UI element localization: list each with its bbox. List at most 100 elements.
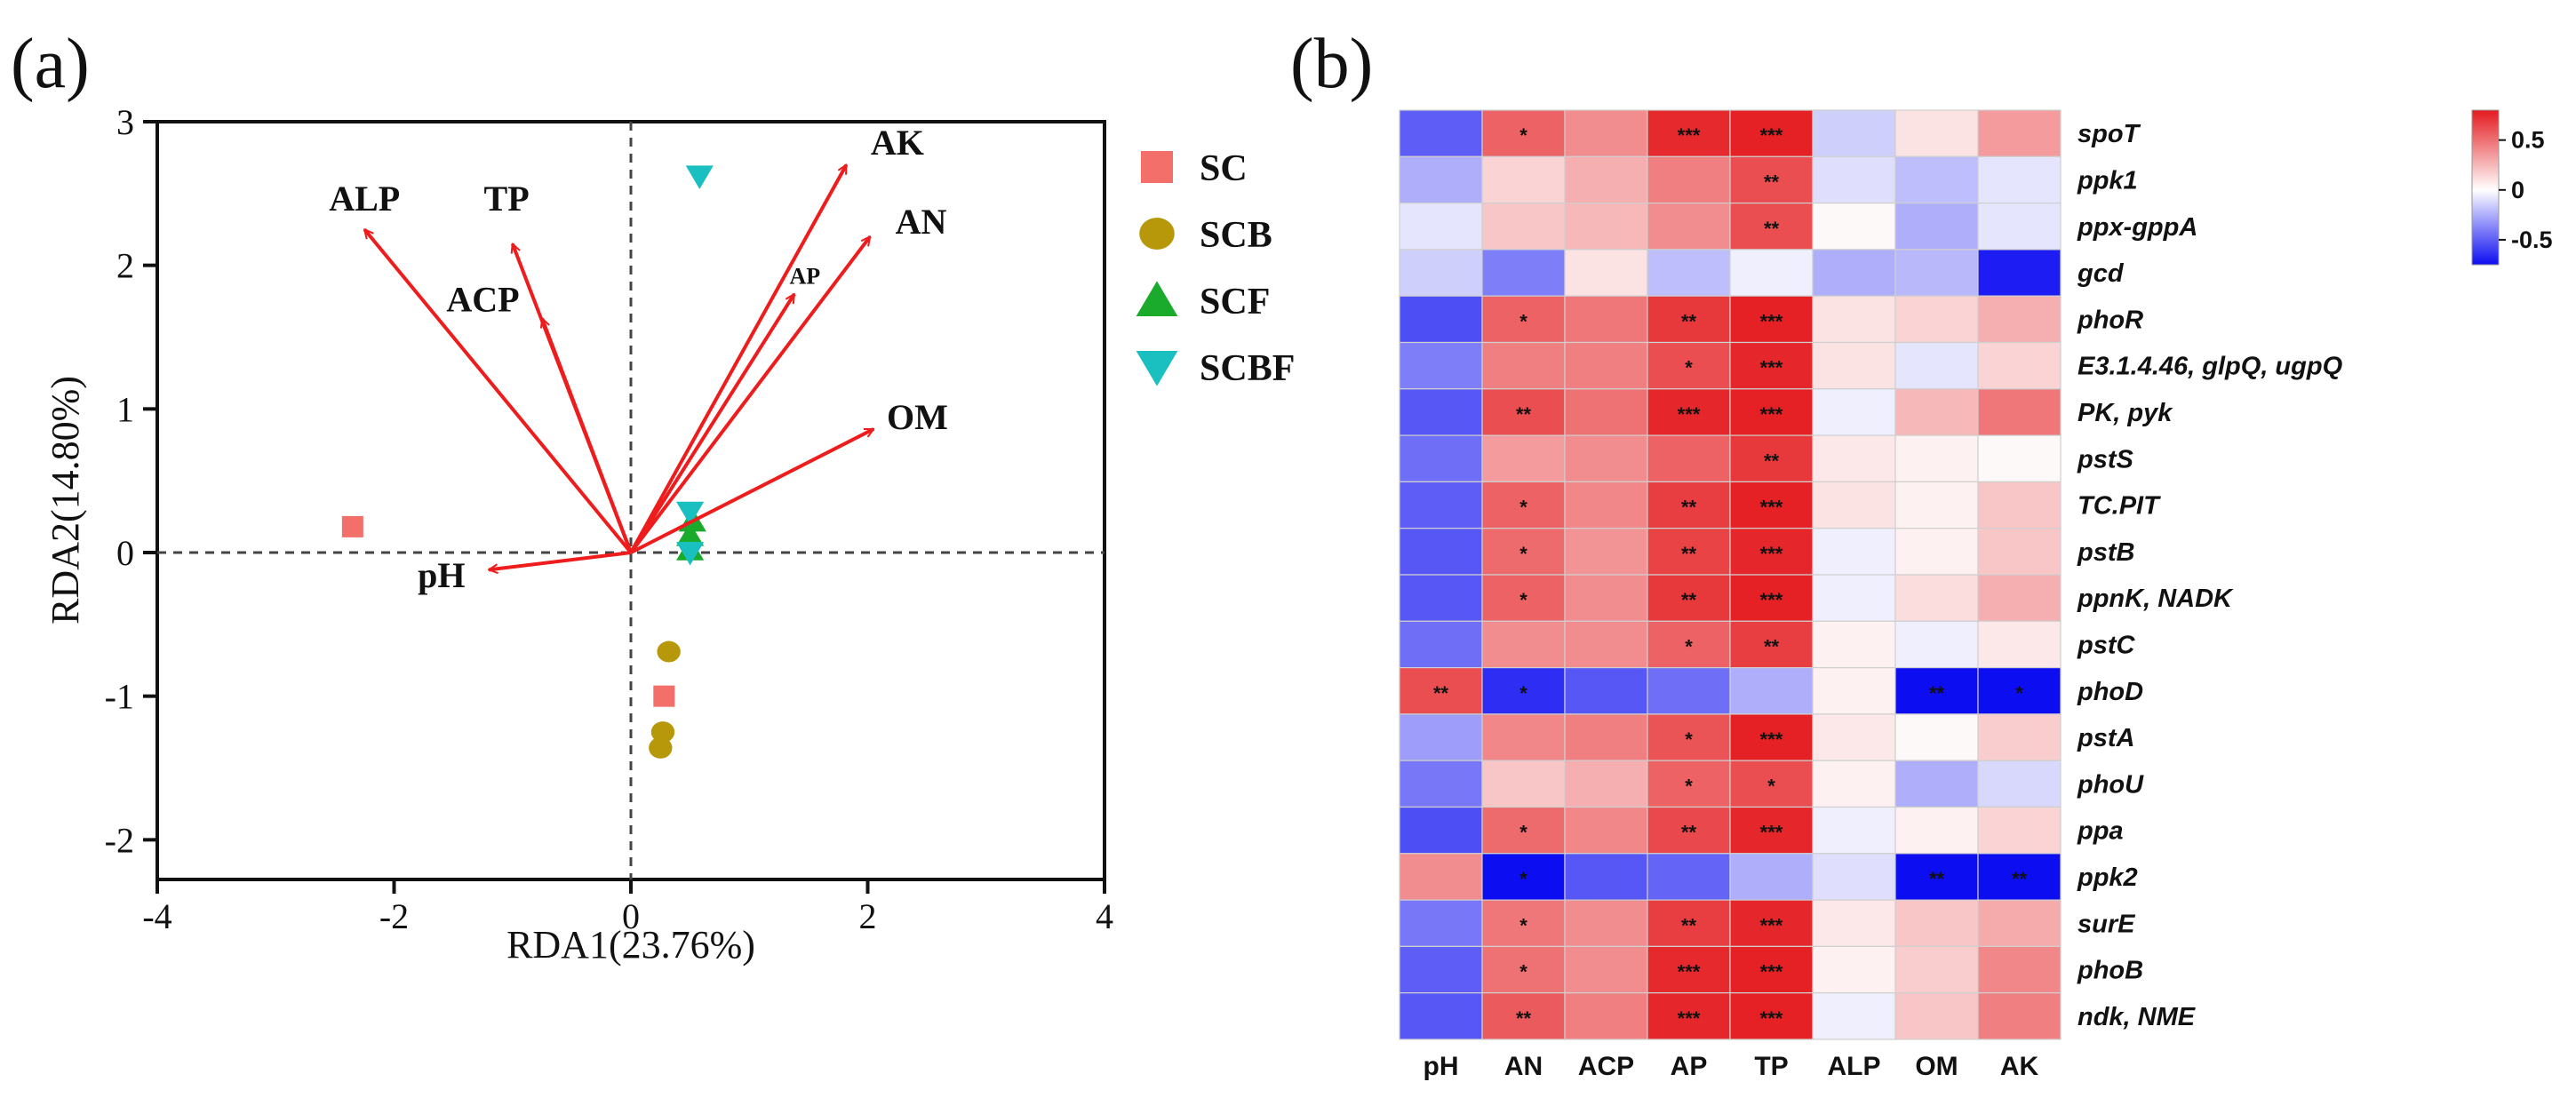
significance-mark: *	[1519, 682, 1527, 704]
heatmap-cell	[1894, 434, 1979, 483]
heatmap-cell	[1399, 109, 1483, 157]
heatmap-cell	[1812, 806, 1896, 855]
x-tick-label: -2	[379, 896, 409, 936]
heatmap-cell	[1977, 528, 2062, 576]
row-label: spoT	[2078, 120, 2141, 148]
colorbar-tick-label: 0	[2511, 177, 2524, 203]
heatmap-cell	[1894, 666, 1979, 715]
heatmap-cell	[1647, 760, 1731, 808]
heatmap-cell	[1399, 992, 1483, 1040]
heatmap-cell	[1481, 155, 1566, 204]
heatmap-cells: * *** ******** ** **** ***** *** ****** ** **** **…	[1399, 109, 2062, 1040]
significance-mark: ***	[1760, 357, 1783, 379]
heatmap-cell	[1729, 574, 1814, 622]
heatmap-cell	[1729, 155, 1814, 204]
sample-point-scb	[650, 721, 675, 744]
row-label: pstC	[2077, 631, 2136, 659]
significance-mark: ***	[1760, 124, 1783, 147]
significance-mark: **	[1516, 1007, 1532, 1030]
heatmap-cell	[1481, 481, 1566, 529]
heatmap-cell	[1977, 203, 2062, 251]
significance-mark: *	[1519, 543, 1527, 565]
heatmap-cell	[1481, 203, 1566, 251]
significance-mark: *	[1767, 775, 1775, 797]
heatmap-cell	[1812, 249, 1896, 297]
heatmap-cell	[1481, 806, 1566, 855]
heatmap-cell	[1564, 155, 1648, 204]
x-tick-label: 4	[1096, 896, 1113, 936]
row-label: pstB	[2077, 538, 2134, 567]
heatmap-cell	[1729, 295, 1814, 344]
heatmap-cell	[1977, 899, 2062, 947]
vector-label-alp: ALP	[329, 179, 400, 219]
significance-mark: **	[1433, 682, 1449, 704]
significance-mark: *	[1685, 635, 1693, 657]
rda-y-label: RDA2(14.80%)	[44, 376, 87, 625]
heatmap-cell	[1564, 620, 1648, 669]
heatmap-cell	[1977, 992, 2062, 1040]
colorbar	[2471, 109, 2500, 266]
colorbar-ticks: 0.5 0 -0.5	[2499, 127, 2553, 253]
column-label: TP	[1754, 1052, 1788, 1081]
heatmap-cell	[1481, 620, 1566, 669]
rda-x-label: RDA1(23.76%)	[506, 923, 755, 967]
heatmap-cell	[1812, 155, 1896, 204]
legend-marker-scf	[1136, 281, 1178, 316]
y-tick-label: 2	[116, 246, 134, 286]
significance-mark: **	[1681, 310, 1697, 332]
y-tick-label: 0	[116, 533, 134, 573]
row-label: TC.PIT	[2078, 492, 2161, 521]
heatmap-cell	[1564, 666, 1648, 715]
vector-label-om: OM	[887, 397, 948, 437]
significance-mark: *	[1685, 357, 1693, 379]
sample-point-sc	[341, 515, 363, 537]
heatmap-cell	[1647, 945, 1731, 994]
significance-mark: **	[1929, 682, 1945, 704]
heatmap-cell	[1894, 945, 1979, 994]
heatmap-cell	[1729, 203, 1814, 251]
significance-mark: *	[1519, 310, 1527, 332]
heatmap-cell	[1812, 760, 1896, 808]
heatmap-cell	[1729, 620, 1814, 669]
heatmap-cell	[1977, 109, 2062, 157]
heatmap-cell	[1977, 295, 2062, 344]
column-label: OM	[1915, 1052, 1958, 1081]
significance-mark: ***	[1760, 914, 1783, 936]
legend-label-scb: SCB	[1200, 215, 1272, 256]
heatmap-cell	[1894, 341, 1979, 390]
significance-mark: ***	[1760, 403, 1783, 426]
heatmap-cell	[1481, 109, 1566, 157]
heatmap-cell	[1812, 481, 1896, 529]
heatmap-cell	[1481, 341, 1566, 390]
heatmap-cell	[1647, 481, 1731, 529]
heatmap-cell	[1647, 853, 1731, 901]
heatmap-cell	[1647, 341, 1731, 390]
row-label: E3.1.4.46, glpQ, ugpQ	[2078, 353, 2343, 381]
heatmap-cell	[1812, 666, 1896, 715]
heatmap-cell	[1647, 528, 1731, 576]
heatmap-cell	[1729, 992, 1814, 1040]
heatmap-cell	[1399, 574, 1483, 622]
heatmap-cell	[1564, 992, 1648, 1040]
column-label: ALP	[1828, 1052, 1881, 1081]
heatmap-cell	[1977, 249, 2062, 297]
heatmap-cell	[1564, 528, 1648, 576]
heatmap-cell	[1399, 481, 1483, 529]
sample-point-sc	[653, 685, 675, 707]
heatmap-cell	[1977, 666, 2062, 715]
rda-y-axis: 3 2 1 0 -1 -2	[105, 102, 157, 860]
x-tick-label: 0	[622, 896, 640, 936]
significance-mark: ***	[1760, 497, 1783, 519]
heatmap-cell	[1564, 899, 1648, 947]
vector-arrow-acp	[542, 318, 633, 553]
heatmap-cell	[1977, 481, 2062, 529]
y-tick-label: -2	[105, 820, 134, 860]
heatmap-cell	[1894, 760, 1979, 808]
column-label: AN	[1504, 1052, 1543, 1081]
heatmap-cell	[1399, 155, 1483, 204]
x-tick-label: 2	[859, 896, 877, 936]
significance-mark: ***	[1760, 1007, 1783, 1030]
heatmap-cell	[1647, 620, 1731, 669]
heatmap-cell	[1894, 574, 1979, 622]
